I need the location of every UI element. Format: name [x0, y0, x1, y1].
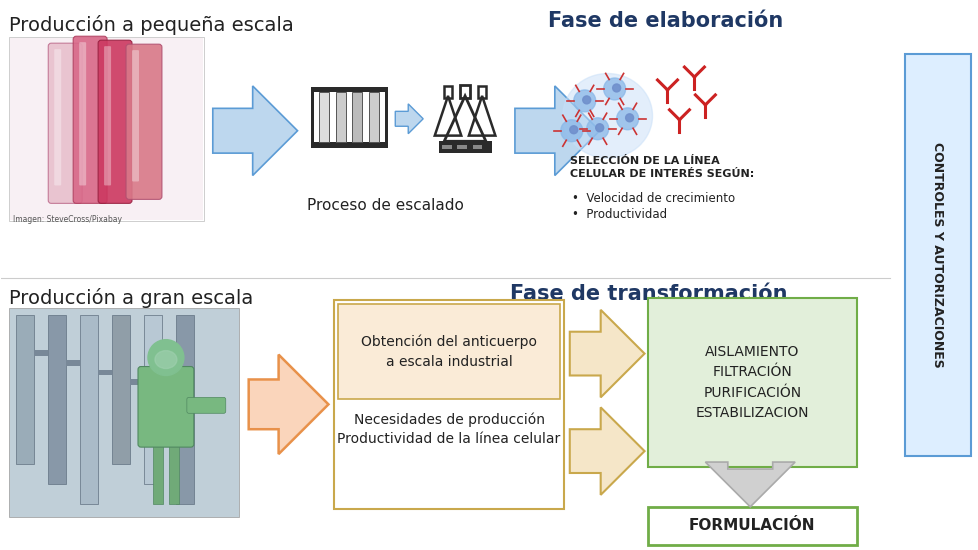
FancyBboxPatch shape	[646, 507, 856, 544]
FancyBboxPatch shape	[132, 50, 139, 182]
Circle shape	[612, 84, 620, 92]
FancyBboxPatch shape	[54, 49, 62, 185]
Circle shape	[569, 126, 577, 134]
Text: •  Productividad: • Productividad	[571, 208, 666, 221]
FancyBboxPatch shape	[904, 54, 969, 456]
Polygon shape	[514, 86, 600, 175]
FancyBboxPatch shape	[138, 366, 194, 447]
FancyBboxPatch shape	[310, 87, 314, 148]
Text: Fase de transformación: Fase de transformación	[510, 284, 786, 304]
Text: Imagen: SteveCross/Pixabay: Imagen: SteveCross/Pixabay	[14, 215, 122, 224]
FancyBboxPatch shape	[161, 389, 176, 395]
Text: Producción a gran escala: Producción a gran escala	[10, 288, 253, 308]
FancyBboxPatch shape	[67, 360, 80, 366]
Circle shape	[573, 90, 595, 112]
FancyBboxPatch shape	[338, 304, 559, 399]
FancyBboxPatch shape	[153, 439, 162, 504]
Ellipse shape	[562, 74, 652, 158]
Text: CONTROLES Y AUTORIZACIONES: CONTROLES Y AUTORIZACIONES	[930, 142, 943, 368]
Circle shape	[586, 118, 608, 140]
FancyBboxPatch shape	[646, 298, 856, 467]
FancyBboxPatch shape	[334, 300, 563, 509]
FancyBboxPatch shape	[80, 315, 98, 504]
FancyBboxPatch shape	[472, 145, 481, 149]
FancyBboxPatch shape	[176, 315, 194, 504]
FancyBboxPatch shape	[384, 87, 388, 148]
FancyBboxPatch shape	[98, 40, 132, 204]
Circle shape	[625, 114, 633, 122]
FancyBboxPatch shape	[126, 44, 161, 200]
FancyBboxPatch shape	[48, 43, 82, 204]
Text: AISLAMIENTO
FILTRACIÓN
PURIFICACIÓN
ESTABILIZACION: AISLAMIENTO FILTRACIÓN PURIFICACIÓN ESTA…	[694, 344, 808, 420]
FancyBboxPatch shape	[10, 308, 239, 517]
FancyBboxPatch shape	[111, 315, 130, 464]
FancyBboxPatch shape	[369, 92, 378, 142]
FancyBboxPatch shape	[352, 92, 362, 142]
Circle shape	[148, 340, 184, 376]
FancyBboxPatch shape	[10, 37, 203, 221]
Text: Necesidades de producción
Productividad de la línea celular: Necesidades de producción Productividad …	[337, 412, 560, 446]
Circle shape	[603, 78, 625, 100]
FancyBboxPatch shape	[104, 46, 111, 185]
Polygon shape	[569, 310, 644, 398]
FancyBboxPatch shape	[11, 38, 202, 221]
Polygon shape	[395, 104, 422, 134]
FancyBboxPatch shape	[319, 92, 329, 142]
Circle shape	[595, 124, 603, 132]
Circle shape	[582, 96, 590, 104]
Text: Obtención del anticuerpo
a escala industrial: Obtención del anticuerpo a escala indust…	[361, 334, 537, 368]
FancyBboxPatch shape	[130, 379, 144, 386]
FancyBboxPatch shape	[438, 141, 491, 152]
Polygon shape	[705, 462, 794, 507]
FancyBboxPatch shape	[17, 315, 34, 464]
FancyBboxPatch shape	[34, 350, 48, 356]
Text: SELECCIÓN DE LA LÍNEA
CELULAR DE INTERÉS SEGÚN:: SELECCIÓN DE LA LÍNEA CELULAR DE INTERÉS…	[569, 156, 753, 179]
Text: FORMULACIÓN: FORMULACIÓN	[689, 518, 815, 534]
FancyBboxPatch shape	[98, 370, 111, 376]
Text: Producción a pequeña escala: Producción a pequeña escala	[10, 15, 293, 35]
Circle shape	[560, 120, 582, 142]
Text: •  Velocidad de crecimiento: • Velocidad de crecimiento	[571, 192, 734, 205]
FancyBboxPatch shape	[310, 87, 387, 92]
Circle shape	[616, 108, 638, 130]
FancyBboxPatch shape	[457, 145, 467, 149]
Ellipse shape	[155, 350, 177, 369]
Text: Proceso de escalado: Proceso de escalado	[306, 199, 464, 213]
FancyBboxPatch shape	[442, 145, 451, 149]
Text: Fase de elaboración: Fase de elaboración	[548, 12, 782, 31]
FancyBboxPatch shape	[73, 36, 107, 204]
Polygon shape	[569, 408, 644, 495]
Polygon shape	[248, 355, 329, 454]
FancyBboxPatch shape	[144, 315, 161, 484]
FancyBboxPatch shape	[79, 42, 86, 185]
FancyBboxPatch shape	[335, 92, 345, 142]
FancyBboxPatch shape	[48, 315, 67, 484]
Polygon shape	[212, 86, 297, 175]
FancyBboxPatch shape	[187, 398, 226, 413]
FancyBboxPatch shape	[310, 142, 387, 148]
FancyBboxPatch shape	[169, 439, 179, 504]
